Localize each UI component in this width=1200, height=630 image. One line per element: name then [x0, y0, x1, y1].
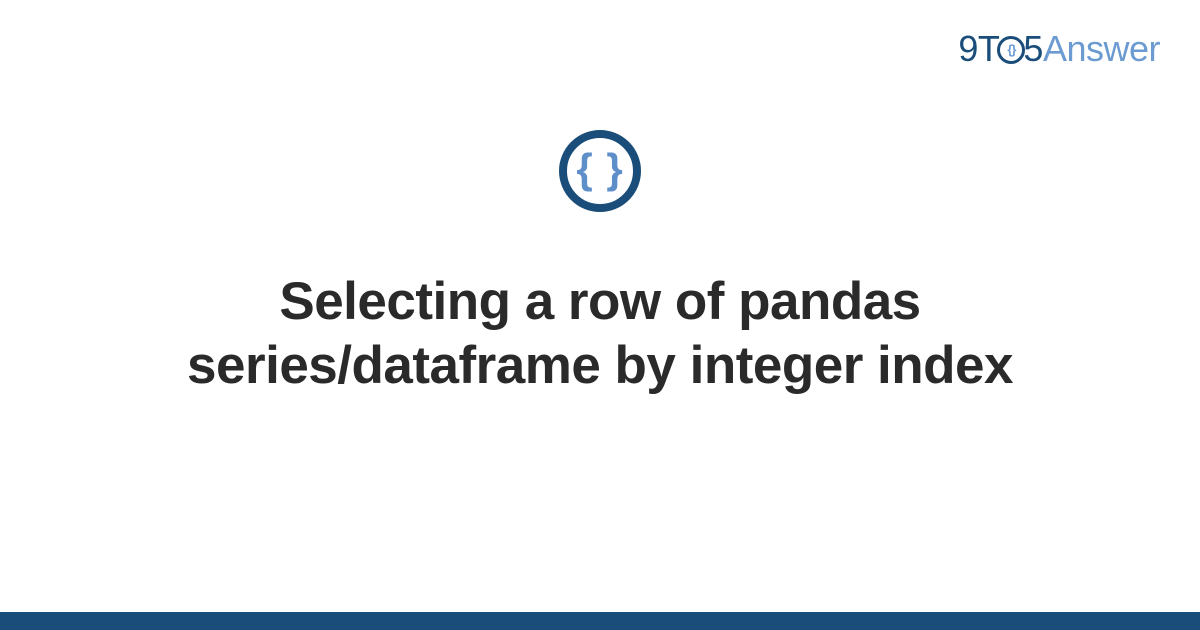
logo-text-5: 5 [1023, 28, 1043, 69]
page-title: Selecting a row of pandas series/datafra… [90, 270, 1110, 397]
category-braces-icon: { } [559, 130, 641, 212]
site-logo: 9T 5Answer [958, 28, 1160, 70]
logo-braces-icon [997, 36, 1025, 64]
main-content: { } Selecting a row of pandas series/dat… [0, 130, 1200, 397]
braces-glyph: { } [576, 148, 623, 190]
logo-text-9t: 9T [958, 28, 999, 69]
logo-text-answer: Answer [1043, 28, 1160, 69]
bottom-accent-bar [0, 612, 1200, 630]
